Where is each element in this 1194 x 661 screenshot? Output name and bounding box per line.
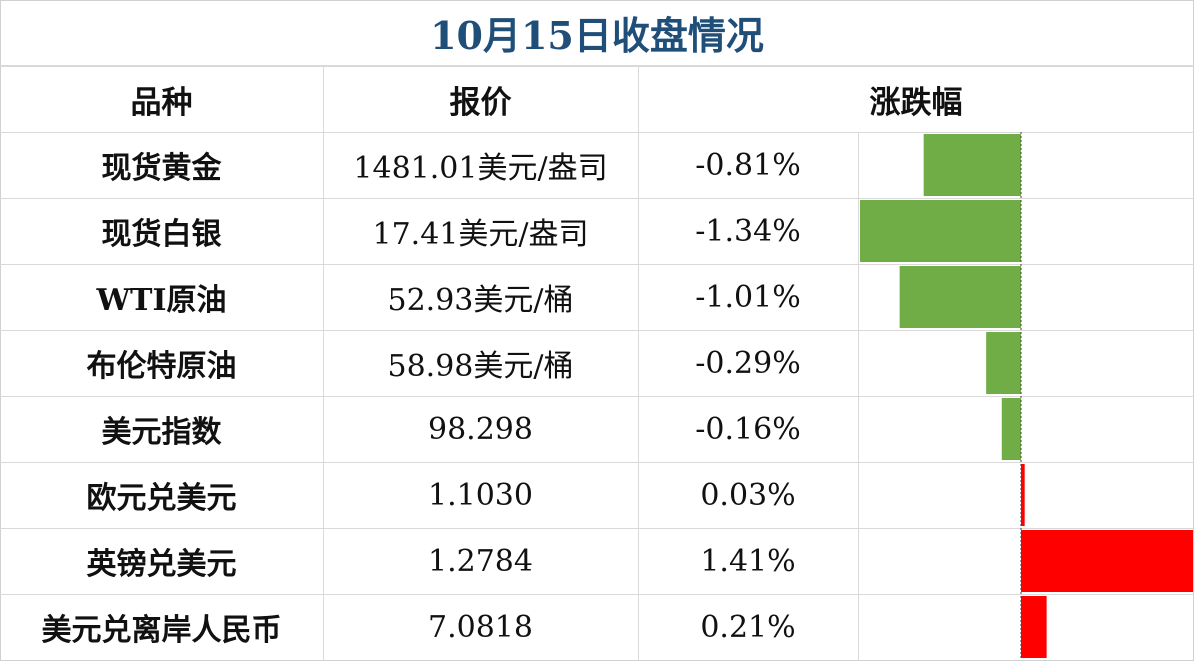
header-name: 品种 xyxy=(130,84,193,121)
page-title: 10月15日收盘情况 xyxy=(0,0,1194,66)
row-name: 现货白银 xyxy=(101,217,222,252)
row-divider xyxy=(0,462,1194,463)
row-price: 17.41美元/盎司 xyxy=(372,217,589,252)
row-change: -0.81% xyxy=(695,147,801,183)
bar-6 xyxy=(1021,464,1025,526)
header-price: 报价 xyxy=(449,84,512,121)
bar-1 xyxy=(923,134,1021,196)
row-name: 美元指数 xyxy=(101,415,222,450)
row-divider xyxy=(0,264,1194,265)
row-name: WTI原油 xyxy=(96,283,227,318)
bar-3 xyxy=(899,266,1021,328)
row-change: -1.01% xyxy=(695,279,801,315)
row-price: 7.0818 xyxy=(428,609,533,645)
row-change: 1.41% xyxy=(700,543,796,579)
row-name: 现货黄金 xyxy=(101,151,222,186)
row-name: 美元兑离岸人民币 xyxy=(41,613,282,648)
header-change: 涨跌幅 xyxy=(869,84,963,121)
row-divider xyxy=(0,528,1194,529)
row-divider xyxy=(0,594,1194,595)
row-price: 1481.01美元/盎司 xyxy=(353,151,608,186)
column-divider xyxy=(858,132,859,661)
column-divider xyxy=(323,66,324,661)
bar-7 xyxy=(1021,530,1193,592)
row-divider xyxy=(0,132,1194,133)
bar-4 xyxy=(986,332,1021,394)
row-change: -0.29% xyxy=(695,345,801,381)
row-name: 英镑兑美元 xyxy=(86,547,237,582)
bar-2 xyxy=(860,200,1021,262)
row-price: 1.2784 xyxy=(428,543,533,579)
row-change: -0.16% xyxy=(695,411,801,447)
row-divider xyxy=(0,396,1194,397)
row-divider xyxy=(0,330,1194,331)
row-change: -1.34% xyxy=(695,213,801,249)
bar-8 xyxy=(1021,596,1047,658)
row-price: 98.298 xyxy=(428,411,533,447)
bar-5 xyxy=(1001,398,1021,460)
row-divider xyxy=(0,198,1194,199)
row-price: 58.98美元/桶 xyxy=(387,349,574,384)
row-price: 1.1030 xyxy=(428,477,533,513)
row-change: 0.03% xyxy=(700,477,796,513)
row-divider xyxy=(0,66,1194,67)
row-price: 52.93美元/桶 xyxy=(387,283,574,318)
row-name: 欧元兑美元 xyxy=(86,481,237,516)
row-name: 布伦特原油 xyxy=(86,349,237,384)
column-divider xyxy=(638,66,639,661)
row-change: 0.21% xyxy=(700,609,796,645)
